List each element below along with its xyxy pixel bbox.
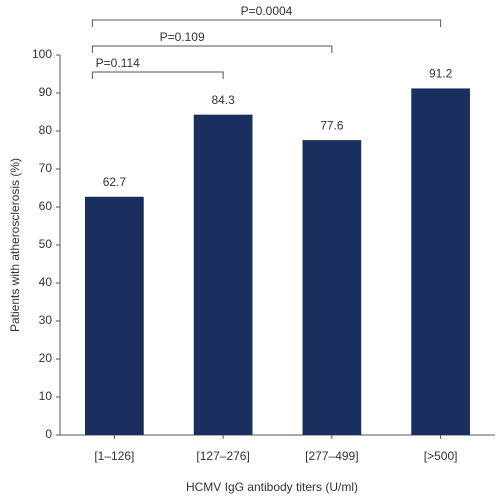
- y-axis-label: Patients with atherosclerosis (%): [8, 158, 22, 332]
- y-tick-label: 30: [39, 313, 53, 327]
- y-tick-label: 90: [39, 85, 53, 99]
- y-tick-label: 80: [39, 123, 53, 137]
- x-axis-label: HCMV IgG antibody titers (U/ml): [186, 480, 358, 494]
- value-label: 77.6: [320, 118, 344, 132]
- x-tick-label: [>500]: [424, 449, 458, 463]
- y-tick-label: 20: [39, 351, 53, 365]
- y-tick-label: 100: [32, 47, 52, 61]
- y-tick-label: 10: [39, 389, 53, 403]
- p-value: P=0.114: [96, 56, 140, 70]
- y-tick-label: 50: [39, 237, 53, 251]
- y-tick-label: 60: [39, 199, 53, 213]
- value-label: 62.7: [103, 175, 127, 189]
- y-tick-label: 70: [39, 161, 53, 175]
- y-tick-label: 0: [45, 427, 52, 441]
- significance-bracket: [91, 45, 333, 53]
- value-label: 91.2: [429, 67, 453, 81]
- bar: [302, 140, 362, 435]
- y-tick-label: 40: [39, 275, 53, 289]
- x-tick-label: [277–499]: [305, 449, 358, 463]
- x-tick-label: [127–276]: [196, 449, 249, 463]
- bar: [85, 196, 144, 435]
- bar: [411, 88, 470, 435]
- value-label: 84.3: [211, 93, 235, 107]
- bar: [193, 114, 253, 435]
- significance-bracket: [91, 19, 442, 27]
- significance-bracket: [91, 71, 224, 79]
- x-tick-label: [1–126]: [94, 449, 134, 463]
- p-value: P=0.109: [160, 30, 205, 44]
- p-value: P=0.0004: [241, 4, 293, 18]
